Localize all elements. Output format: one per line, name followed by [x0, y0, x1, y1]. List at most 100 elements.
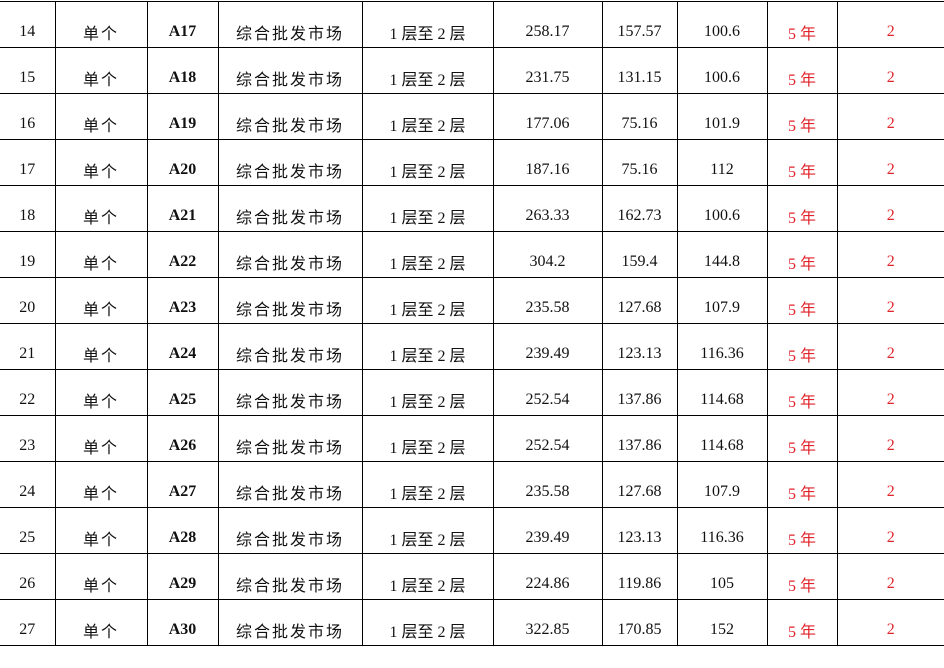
- area-2-cell: 114.68: [676, 369, 768, 416]
- total-area-cell: 252.54: [492, 369, 603, 416]
- quantity-cell: 2: [836, 1, 944, 48]
- usage-cell: 综合批发市场: [217, 1, 363, 48]
- area-2-cell: 100.6: [676, 47, 768, 94]
- floors-cell: 1 层至 2 层: [361, 415, 494, 462]
- type-cell: 单个: [54, 599, 148, 646]
- usage-cell: 综合批发市场: [217, 323, 363, 370]
- row-number-cell: 22: [0, 369, 56, 416]
- quantity-cell: 2: [836, 47, 944, 94]
- type-cell: 单个: [54, 507, 148, 554]
- area-1-cell: 75.16: [601, 139, 678, 186]
- total-area-cell: 258.17: [492, 1, 603, 48]
- area-1-cell: 123.13: [601, 507, 678, 554]
- total-area-cell: 263.33: [492, 185, 603, 232]
- row-number-cell: 14: [0, 1, 56, 48]
- table-row: 16 单个 A19 综合批发市场 1 层至 2 层 177.06 75.16 101.9 5 年…: [0, 93, 944, 140]
- type-cell: 单个: [54, 1, 148, 48]
- usage-cell: 综合批发市场: [217, 185, 363, 232]
- area-2-cell: 105: [676, 553, 768, 600]
- table-row: 15 单个 A18 综合批发市场 1 层至 2 层 231.75 131.15 100.6 5 …: [0, 47, 944, 94]
- total-area-cell: 252.54: [492, 415, 603, 462]
- usage-cell: 综合批发市场: [217, 599, 363, 646]
- quantity-cell: 2: [836, 231, 944, 278]
- property-table: 14 单个 A17 综合批发市场 1 层至 2 层 258.17 157.57 100.6 5 …: [0, 1, 944, 646]
- area-2-cell: 107.9: [676, 277, 768, 324]
- table-row: 18 单个 A21 综合批发市场 1 层至 2 层 263.33 162.73 100.6 5 …: [0, 185, 944, 232]
- quantity-cell: 2: [836, 369, 944, 416]
- type-cell: 单个: [54, 369, 148, 416]
- floors-cell: 1 层至 2 层: [361, 231, 494, 278]
- area-1-cell: 162.73: [601, 185, 678, 232]
- floors-cell: 1 层至 2 层: [361, 507, 494, 554]
- area-1-cell: 119.86: [601, 553, 678, 600]
- area-1-cell: 159.4: [601, 231, 678, 278]
- row-number-cell: 19: [0, 231, 56, 278]
- usage-cell: 综合批发市场: [217, 553, 363, 600]
- quantity-cell: 2: [836, 461, 944, 508]
- lease-term-cell: 5 年: [766, 461, 838, 508]
- quantity-cell: 2: [836, 507, 944, 554]
- area-2-cell: 114.68: [676, 415, 768, 462]
- table-row: 20 单个 A23 综合批发市场 1 层至 2 层 235.58 127.68 107.9 5 …: [0, 277, 944, 324]
- floors-cell: 1 层至 2 层: [361, 369, 494, 416]
- floors-cell: 1 层至 2 层: [361, 277, 494, 324]
- unit-code-cell: A24: [146, 323, 219, 370]
- quantity-cell: 2: [836, 553, 944, 600]
- unit-code-cell: A19: [146, 93, 219, 140]
- floors-cell: 1 层至 2 层: [361, 1, 494, 48]
- table-row: 24 单个 A27 综合批发市场 1 层至 2 层 235.58 127.68 107.9 5 …: [0, 461, 944, 508]
- total-area-cell: 187.16: [492, 139, 603, 186]
- area-1-cell: 170.85: [601, 599, 678, 646]
- unit-code-cell: A20: [146, 139, 219, 186]
- area-1-cell: 127.68: [601, 277, 678, 324]
- quantity-cell: 2: [836, 139, 944, 186]
- row-number-cell: 24: [0, 461, 56, 508]
- usage-cell: 综合批发市场: [217, 139, 363, 186]
- table-row: 23 单个 A26 综合批发市场 1 层至 2 层 252.54 137.86 114.68 5…: [0, 415, 944, 462]
- unit-code-cell: A30: [146, 599, 219, 646]
- usage-cell: 综合批发市场: [217, 369, 363, 416]
- floors-cell: 1 层至 2 层: [361, 139, 494, 186]
- total-area-cell: 304.2: [492, 231, 603, 278]
- usage-cell: 综合批发市场: [217, 93, 363, 140]
- usage-cell: 综合批发市场: [217, 277, 363, 324]
- total-area-cell: 239.49: [492, 323, 603, 370]
- area-1-cell: 137.86: [601, 369, 678, 416]
- unit-code-cell: A29: [146, 553, 219, 600]
- area-2-cell: 116.36: [676, 323, 768, 370]
- lease-term-cell: 5 年: [766, 231, 838, 278]
- type-cell: 单个: [54, 231, 148, 278]
- row-number-cell: 20: [0, 277, 56, 324]
- area-2-cell: 100.6: [676, 1, 768, 48]
- lease-term-cell: 5 年: [766, 185, 838, 232]
- usage-cell: 综合批发市场: [217, 231, 363, 278]
- table-row: 22 单个 A25 综合批发市场 1 层至 2 层 252.54 137.86 114.68 5…: [0, 369, 944, 416]
- unit-code-cell: A27: [146, 461, 219, 508]
- area-2-cell: 144.8: [676, 231, 768, 278]
- lease-term-cell: 5 年: [766, 277, 838, 324]
- quantity-cell: 2: [836, 415, 944, 462]
- row-number-cell: 26: [0, 553, 56, 600]
- quantity-cell: 2: [836, 599, 944, 646]
- type-cell: 单个: [54, 553, 148, 600]
- table-row: 14 单个 A17 综合批发市场 1 层至 2 层 258.17 157.57 100.6 5 …: [0, 1, 944, 48]
- unit-code-cell: A21: [146, 185, 219, 232]
- table-row: 25 单个 A28 综合批发市场 1 层至 2 层 239.49 123.13 116.36 5…: [0, 507, 944, 554]
- lease-term-cell: 5 年: [766, 323, 838, 370]
- unit-code-cell: A25: [146, 369, 219, 416]
- lease-term-cell: 5 年: [766, 369, 838, 416]
- row-number-cell: 21: [0, 323, 56, 370]
- unit-code-cell: A26: [146, 415, 219, 462]
- area-2-cell: 116.36: [676, 507, 768, 554]
- area-2-cell: 112: [676, 139, 768, 186]
- type-cell: 单个: [54, 93, 148, 140]
- quantity-cell: 2: [836, 93, 944, 140]
- type-cell: 单个: [54, 323, 148, 370]
- quantity-cell: 2: [836, 277, 944, 324]
- type-cell: 单个: [54, 415, 148, 462]
- area-1-cell: 157.57: [601, 1, 678, 48]
